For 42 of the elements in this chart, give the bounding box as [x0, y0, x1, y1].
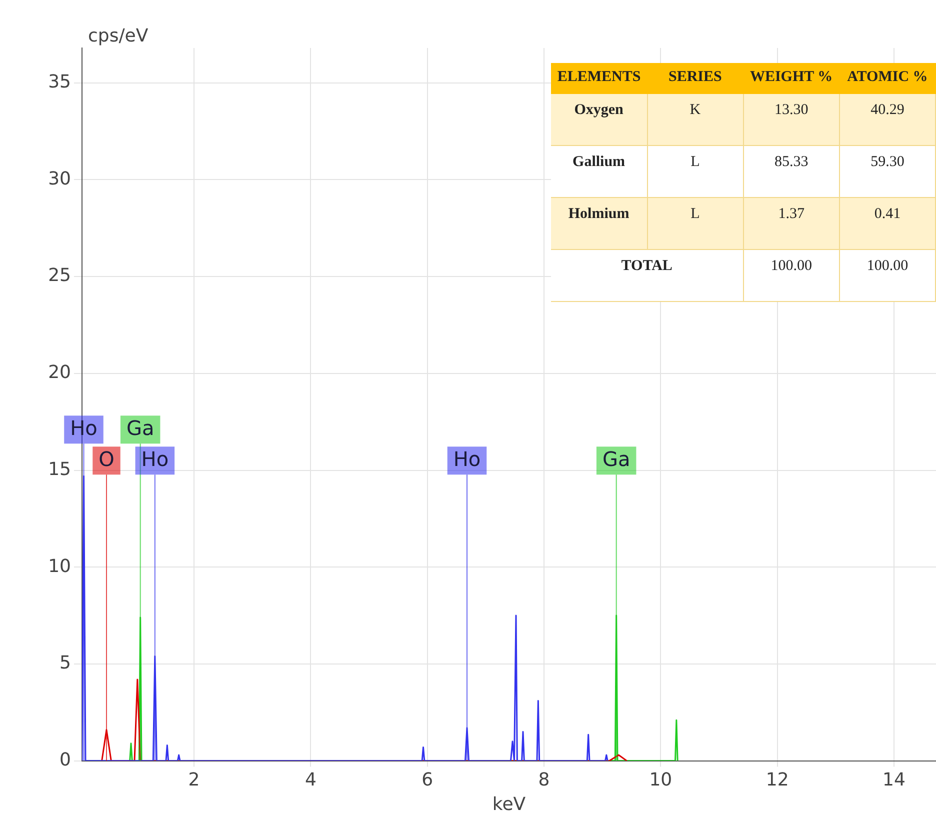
category-label: SERIES [647, 63, 744, 94]
category-label: WEIGHT % [743, 63, 840, 94]
x-tick-label: 4 [304, 769, 316, 790]
y-tick-label: 30 [48, 168, 71, 190]
annotation: Ho [453, 446, 481, 471]
text: 85.33 [774, 154, 808, 170]
category-label: ATOMIC % [839, 63, 936, 94]
annotation: Ga [126, 416, 154, 440]
text: 0.41 [874, 206, 901, 222]
text: 40.29 [870, 102, 904, 118]
y-tick-label: 25 [48, 265, 71, 286]
y-axis-title: cps/eV [88, 26, 149, 47]
y-tick-label: 5 [60, 652, 71, 674]
x-tick-label: 14 [882, 769, 906, 790]
x-axis-title: keV [492, 794, 526, 815]
annotation: Ga [602, 446, 630, 471]
y-tick-label: 35 [48, 72, 71, 93]
y-tick-label: 10 [48, 556, 71, 577]
text: Gallium [572, 154, 626, 170]
x-tick-label: 6 [422, 769, 434, 790]
category-label: ELEMENTS [551, 63, 648, 94]
text: 100.00 [866, 258, 908, 274]
text: 100.00 [770, 258, 812, 274]
text: L [690, 154, 700, 170]
text: 13.30 [774, 102, 808, 118]
text: K [690, 102, 701, 118]
y-tick-label: 0 [60, 749, 71, 770]
annotation: O [98, 446, 114, 471]
x-tick-label: 8 [538, 769, 550, 790]
x-tick-label: 10 [649, 769, 672, 790]
text: Holmium [568, 206, 630, 222]
text: Oxygen [574, 102, 624, 118]
annotation: Ho [70, 416, 98, 440]
x-tick-label: 12 [766, 769, 789, 790]
y-tick-label: 20 [48, 362, 71, 384]
text: 59.30 [870, 154, 904, 170]
y-tick-label: 15 [48, 458, 71, 480]
text: TOTAL [621, 258, 672, 274]
text: 1.37 [778, 206, 804, 222]
text: L [690, 206, 700, 222]
x-tick-label: 2 [188, 769, 200, 790]
annotation: Ho [141, 446, 169, 471]
